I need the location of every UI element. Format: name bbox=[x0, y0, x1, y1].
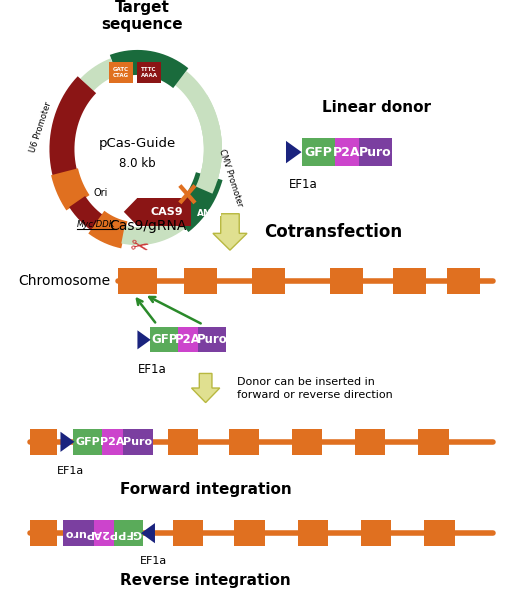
Text: P2A: P2A bbox=[92, 528, 116, 538]
Text: Cotransfection: Cotransfection bbox=[264, 223, 402, 241]
Text: Puro: Puro bbox=[359, 146, 391, 159]
Text: Puro: Puro bbox=[64, 528, 93, 538]
FancyBboxPatch shape bbox=[292, 429, 322, 455]
Text: Ori: Ori bbox=[94, 188, 108, 198]
Text: P2A: P2A bbox=[100, 437, 125, 447]
Text: Chromosome: Chromosome bbox=[18, 274, 110, 288]
FancyBboxPatch shape bbox=[173, 521, 203, 546]
FancyBboxPatch shape bbox=[73, 429, 102, 455]
FancyBboxPatch shape bbox=[418, 429, 448, 455]
Text: pCas-Guide: pCas-Guide bbox=[99, 137, 176, 150]
FancyBboxPatch shape bbox=[94, 521, 114, 546]
Text: Puro: Puro bbox=[196, 333, 228, 346]
FancyBboxPatch shape bbox=[198, 328, 226, 352]
FancyBboxPatch shape bbox=[30, 429, 57, 455]
FancyBboxPatch shape bbox=[361, 521, 391, 546]
FancyBboxPatch shape bbox=[252, 268, 285, 295]
Text: gRNA
Scaffold: gRNA Scaffold bbox=[150, 31, 192, 58]
FancyBboxPatch shape bbox=[118, 268, 157, 295]
FancyBboxPatch shape bbox=[167, 429, 198, 455]
Text: P2A: P2A bbox=[175, 333, 201, 346]
Text: Linear donor: Linear donor bbox=[322, 100, 431, 115]
Text: Myc/DDK: Myc/DDK bbox=[76, 220, 115, 229]
FancyBboxPatch shape bbox=[447, 268, 480, 295]
Text: GFP: GFP bbox=[116, 528, 141, 538]
FancyBboxPatch shape bbox=[109, 62, 132, 83]
FancyBboxPatch shape bbox=[123, 429, 153, 455]
FancyArrow shape bbox=[213, 214, 247, 250]
Text: GATC
CTAG: GATC CTAG bbox=[113, 68, 129, 78]
FancyBboxPatch shape bbox=[137, 198, 191, 226]
FancyBboxPatch shape bbox=[335, 138, 358, 166]
FancyBboxPatch shape bbox=[150, 328, 178, 352]
Polygon shape bbox=[124, 198, 137, 226]
Text: Cas9/gRNA: Cas9/gRNA bbox=[109, 219, 187, 234]
Text: CAS9: CAS9 bbox=[150, 207, 183, 217]
FancyBboxPatch shape bbox=[102, 429, 123, 455]
Text: CMV Promoter: CMV Promoter bbox=[217, 148, 244, 208]
FancyBboxPatch shape bbox=[425, 521, 455, 546]
Text: EF1a: EF1a bbox=[56, 466, 84, 476]
Polygon shape bbox=[61, 432, 74, 452]
Text: U6 Promoter: U6 Promoter bbox=[29, 101, 53, 154]
Text: Donor can be inserted in: Donor can be inserted in bbox=[237, 377, 375, 387]
Text: EF1a: EF1a bbox=[289, 179, 317, 192]
FancyBboxPatch shape bbox=[178, 328, 198, 352]
Text: EF1a: EF1a bbox=[137, 364, 166, 376]
Text: P2A: P2A bbox=[333, 146, 360, 159]
Polygon shape bbox=[141, 523, 155, 543]
FancyBboxPatch shape bbox=[184, 268, 217, 295]
Text: Target
sequence: Target sequence bbox=[101, 1, 183, 32]
Text: GFP: GFP bbox=[151, 333, 178, 346]
FancyBboxPatch shape bbox=[234, 521, 265, 546]
Text: forward or reverse direction: forward or reverse direction bbox=[237, 391, 393, 400]
Text: TTTC
AAAA: TTTC AAAA bbox=[140, 68, 158, 78]
FancyBboxPatch shape bbox=[393, 268, 426, 295]
Polygon shape bbox=[286, 141, 301, 164]
FancyBboxPatch shape bbox=[330, 268, 363, 295]
Text: GFP: GFP bbox=[305, 146, 332, 159]
FancyBboxPatch shape bbox=[302, 138, 335, 166]
FancyBboxPatch shape bbox=[298, 521, 328, 546]
FancyArrow shape bbox=[191, 373, 220, 403]
FancyBboxPatch shape bbox=[114, 521, 143, 546]
FancyBboxPatch shape bbox=[64, 521, 94, 546]
FancyBboxPatch shape bbox=[30, 521, 57, 546]
FancyBboxPatch shape bbox=[358, 138, 392, 166]
Polygon shape bbox=[137, 330, 151, 349]
Text: GFP: GFP bbox=[75, 437, 100, 447]
Text: ✂: ✂ bbox=[127, 237, 149, 260]
FancyBboxPatch shape bbox=[137, 62, 161, 83]
FancyBboxPatch shape bbox=[355, 429, 385, 455]
Text: Forward integration: Forward integration bbox=[120, 482, 292, 497]
Text: EF1a: EF1a bbox=[139, 556, 166, 566]
FancyBboxPatch shape bbox=[229, 429, 259, 455]
Text: Reverse integration: Reverse integration bbox=[120, 573, 291, 588]
Text: AMPr: AMPr bbox=[197, 208, 224, 217]
Text: Puro: Puro bbox=[123, 437, 153, 447]
Text: 8.0 kb: 8.0 kb bbox=[119, 157, 156, 170]
